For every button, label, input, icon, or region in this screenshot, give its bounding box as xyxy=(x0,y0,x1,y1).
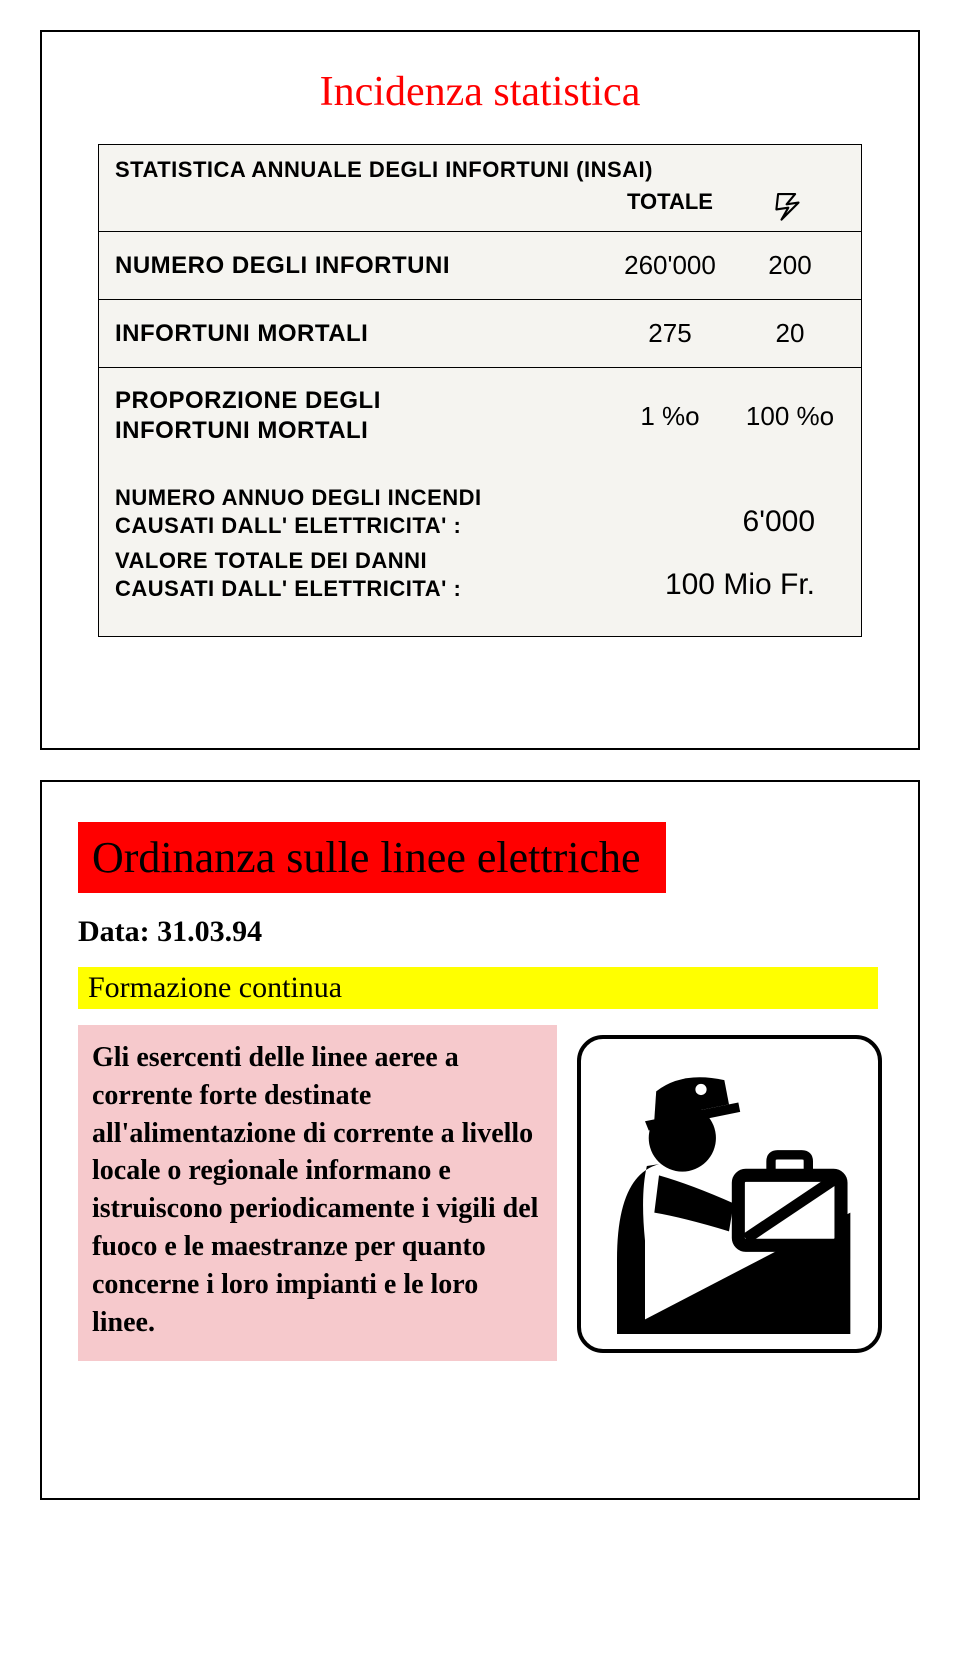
row-val-totale: 275 xyxy=(605,318,735,349)
officer-icon-box xyxy=(577,1035,882,1353)
stat-header-cols: TOTALE xyxy=(115,189,845,223)
bottom-row: NUMERO ANNUO DEGLI INCENDI CAUSATI DALL'… xyxy=(115,484,845,539)
col-head-totale: TOTALE xyxy=(605,189,735,223)
ordinanza-date: Data: 31.03.94 xyxy=(78,915,882,949)
row-val-totale: 260'000 xyxy=(605,250,735,281)
ordinanza-body-wrap: Gli esercenti delle linee aeree a corren… xyxy=(78,1025,882,1361)
row-val-bolt: 20 xyxy=(735,318,845,349)
stat-bottom: NUMERO ANNUO DEGLI INCENDI CAUSATI DALL'… xyxy=(99,464,861,636)
col-head-bolt-icon xyxy=(735,189,845,223)
slide-incidenza: Incidenza statistica STATISTICA ANNUALE … xyxy=(40,30,920,750)
bottom-value: 100 Mio Fr. xyxy=(595,568,845,602)
row-val-bolt: 100 %o xyxy=(735,401,845,432)
table-row: PROPORZIONE DEGLI INFORTUNI MORTALI 1 %o… xyxy=(99,368,861,464)
bottom-label: VALORE TOTALE DEI DANNI CAUSATI DALL' EL… xyxy=(115,547,595,602)
row-label: PROPORZIONE DEGLI INFORTUNI MORTALI xyxy=(115,386,605,446)
row-label: NUMERO DEGLI INFORTUNI xyxy=(115,251,605,281)
ordinanza-title: Ordinanza sulle linee elettriche xyxy=(78,822,666,893)
slide1-title: Incidenza statistica xyxy=(82,68,878,116)
customs-officer-icon xyxy=(589,1054,869,1334)
ordinanza-body-text: Gli esercenti delle linee aeree a corren… xyxy=(78,1025,557,1361)
row-val-totale: 1 %o xyxy=(605,401,735,432)
lightning-icon xyxy=(773,189,807,223)
bottom-row: VALORE TOTALE DEI DANNI CAUSATI DALL' EL… xyxy=(115,547,845,602)
stat-header-title: STATISTICA ANNUALE DEGLI INFORTUNI (INSA… xyxy=(115,157,845,183)
stat-header: STATISTICA ANNUALE DEGLI INFORTUNI (INSA… xyxy=(99,145,861,232)
bottom-label: NUMERO ANNUO DEGLI INCENDI CAUSATI DALL'… xyxy=(115,484,595,539)
row-label: INFORTUNI MORTALI xyxy=(115,319,605,349)
table-row: INFORTUNI MORTALI 275 20 xyxy=(99,300,861,368)
stat-box: STATISTICA ANNUALE DEGLI INFORTUNI (INSA… xyxy=(98,144,862,637)
ordinanza-subtitle: Formazione continua xyxy=(78,967,878,1009)
slide-ordinanza: Ordinanza sulle linee elettriche Data: 3… xyxy=(40,780,920,1500)
table-row: NUMERO DEGLI INFORTUNI 260'000 200 xyxy=(99,232,861,300)
bottom-value: 6'000 xyxy=(595,505,845,539)
row-val-bolt: 200 xyxy=(735,250,845,281)
